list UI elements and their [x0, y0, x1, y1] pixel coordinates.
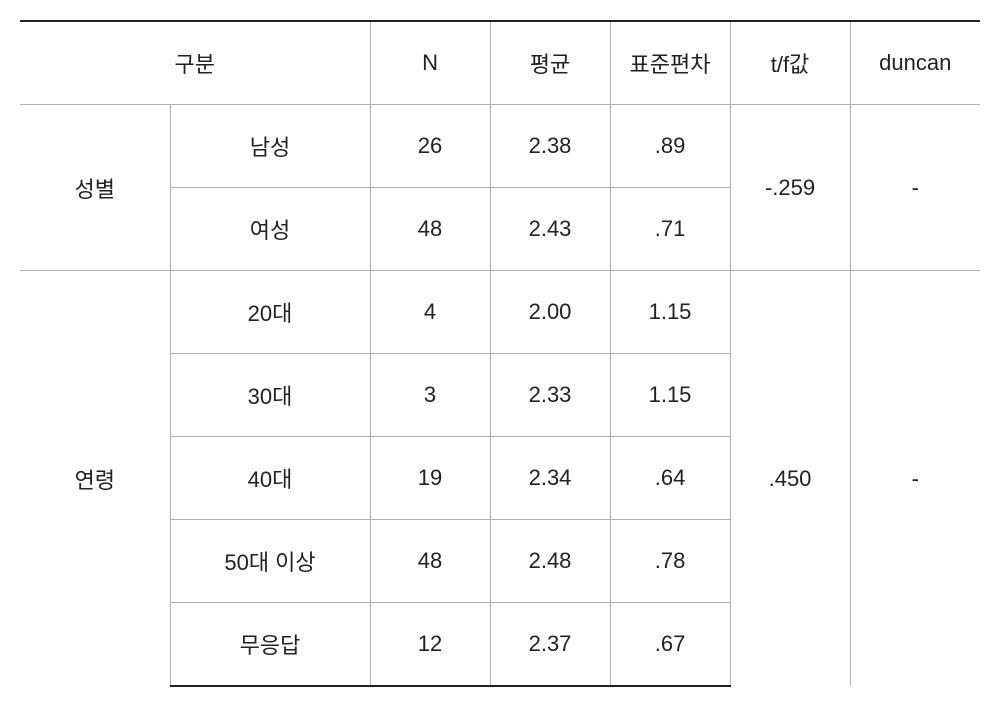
table-row: 성별 남성 26 2.38 .89 -.259 -	[20, 105, 980, 188]
group-label: 연령	[20, 271, 170, 687]
cell-sd: .67	[610, 603, 730, 687]
stats-table: 구분 N 평균 표준편차 t/f값 duncan 성별 남성 26 2.38 .…	[20, 20, 980, 687]
row-label: 여성	[170, 188, 370, 271]
cell-mean: 2.43	[490, 188, 610, 271]
cell-sd: 1.15	[610, 271, 730, 354]
table-row: 연령 20대 4 2.00 1.15 .450 -	[20, 271, 980, 354]
cell-mean: 2.38	[490, 105, 610, 188]
col-duncan: duncan	[850, 21, 980, 105]
cell-duncan: -	[850, 271, 980, 687]
row-label: 30대	[170, 354, 370, 437]
cell-tf: -.259	[730, 105, 850, 271]
cell-n: 26	[370, 105, 490, 188]
col-tf: t/f값	[730, 21, 850, 105]
row-label: 20대	[170, 271, 370, 354]
cell-mean: 2.34	[490, 437, 610, 520]
cell-n: 12	[370, 603, 490, 687]
table-header-row: 구분 N 평균 표준편차 t/f값 duncan	[20, 21, 980, 105]
group-label: 성별	[20, 105, 170, 271]
col-category: 구분	[20, 21, 370, 105]
cell-mean: 2.33	[490, 354, 610, 437]
cell-sd: .89	[610, 105, 730, 188]
row-label: 남성	[170, 105, 370, 188]
cell-sd: .64	[610, 437, 730, 520]
cell-sd: 1.15	[610, 354, 730, 437]
cell-mean: 2.37	[490, 603, 610, 687]
cell-mean: 2.48	[490, 520, 610, 603]
col-mean: 평균	[490, 21, 610, 105]
cell-n: 3	[370, 354, 490, 437]
col-n: N	[370, 21, 490, 105]
cell-mean: 2.00	[490, 271, 610, 354]
cell-sd: .71	[610, 188, 730, 271]
row-label: 50대 이상	[170, 520, 370, 603]
cell-n: 19	[370, 437, 490, 520]
row-label: 무응답	[170, 603, 370, 687]
cell-sd: .78	[610, 520, 730, 603]
cell-tf: .450	[730, 271, 850, 687]
cell-duncan: -	[850, 105, 980, 271]
col-sd: 표준편차	[610, 21, 730, 105]
cell-n: 4	[370, 271, 490, 354]
cell-n: 48	[370, 520, 490, 603]
row-label: 40대	[170, 437, 370, 520]
cell-n: 48	[370, 188, 490, 271]
